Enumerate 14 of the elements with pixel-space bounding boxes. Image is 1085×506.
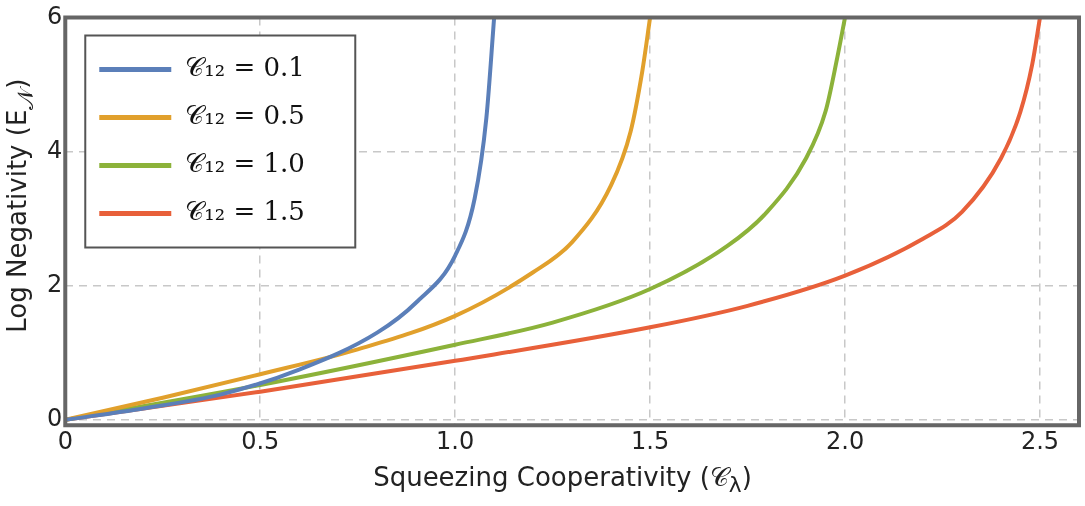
legend-label: 𝒞₁₂ = 0.5: [185, 100, 305, 131]
x-tick-label: 1.5: [631, 426, 670, 455]
x-tick-label: 2.0: [825, 426, 865, 455]
x-tick-label: 0.5: [241, 426, 280, 455]
x-tick-label: 2.5: [1020, 426, 1060, 455]
line-series: [65, 17, 497, 422]
y-tick-label: 2: [46, 269, 63, 298]
x-tick-label: 1.0: [436, 426, 475, 455]
y-tick-label: 6: [46, 1, 63, 30]
legend-label: 𝒞₁₂ = 1.0: [185, 148, 305, 179]
x-axis-title: Squeezing Cooperativity (𝒞$_{λ}$): [372, 462, 753, 498]
legend-label: 𝒞₁₂ = 1.5: [185, 196, 305, 227]
legend-label: 𝒞₁₂ = 0.1: [185, 52, 305, 83]
y-tick-label: 4: [46, 135, 63, 164]
